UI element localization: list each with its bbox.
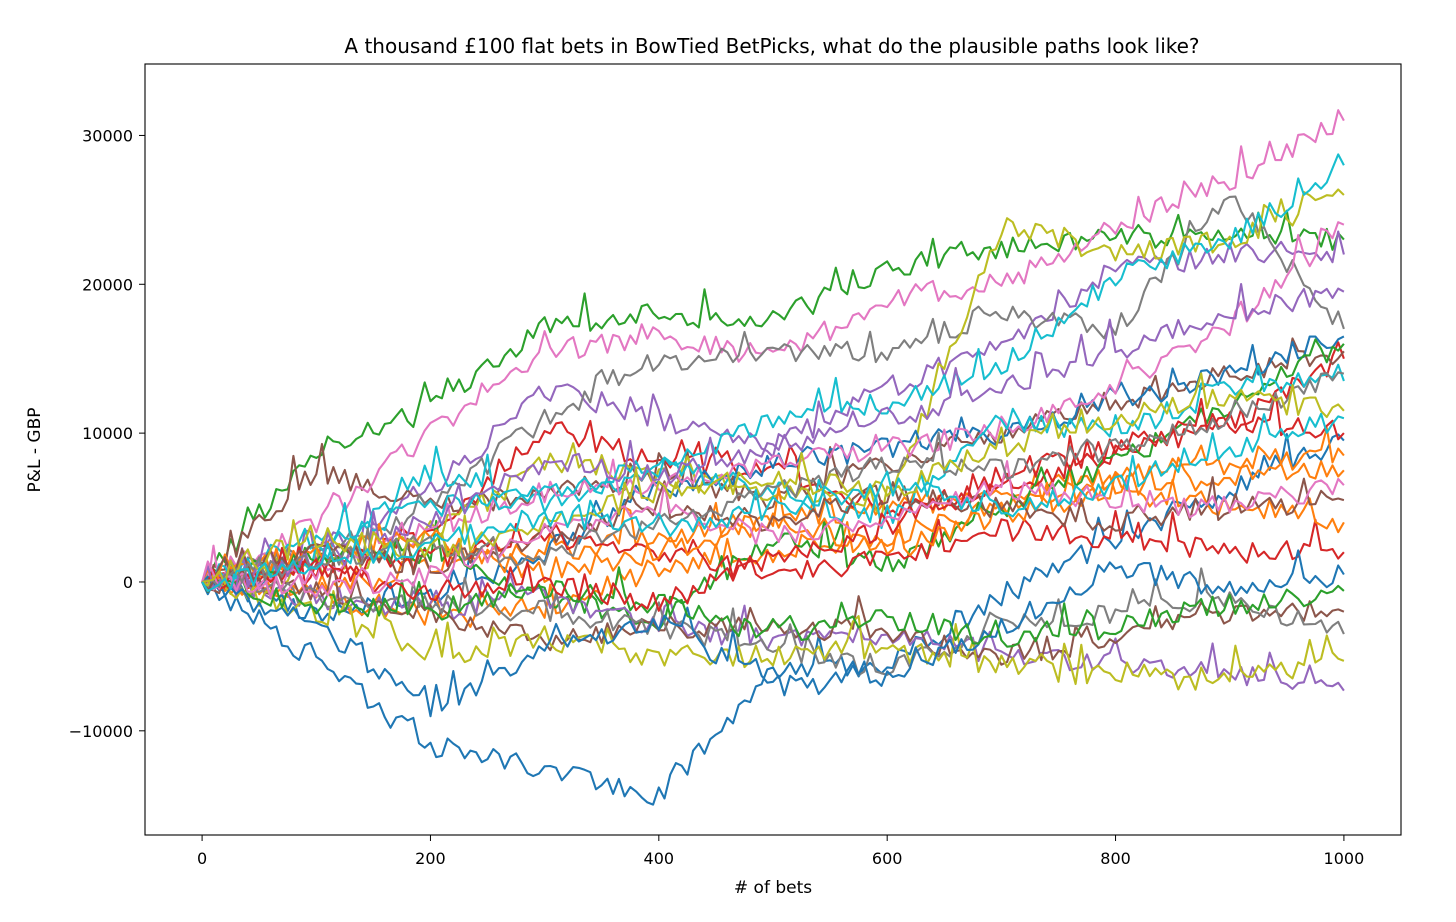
series-line-20 <box>201 363 1345 583</box>
series-line-12 <box>201 456 1345 628</box>
series-line-26 <box>201 476 1345 593</box>
y-tick-label: −10000 <box>69 722 133 741</box>
y-tick-label: 10000 <box>82 424 133 443</box>
y-tick-label: 20000 <box>82 275 133 294</box>
series-line-7 <box>201 109 1345 587</box>
series-line-13 <box>201 338 1345 632</box>
series-line-15 <box>201 569 1345 692</box>
series-line-25 <box>201 282 1345 590</box>
y-tick-label: 30000 <box>82 126 133 145</box>
chart-title: A thousand £100 flat bets in BowTied Bet… <box>344 34 1199 58</box>
series-line-18 <box>201 560 1345 677</box>
series-line-30 <box>201 412 1345 592</box>
series-line-1 <box>201 432 1345 806</box>
y-axis-ticks: −10000 0 10000 20000 30000 <box>69 126 145 741</box>
plot-area-frame <box>144 63 1402 836</box>
series-line-24 <box>202 390 1345 612</box>
series-line-8 <box>201 195 1345 589</box>
series-line-11 <box>201 335 1345 623</box>
x-tick-label: 600 <box>872 849 903 868</box>
x-tick-label: 200 <box>415 849 446 868</box>
y-axis-label: P&L - GBP <box>25 407 45 492</box>
series-line-3 <box>201 209 1345 584</box>
series-line-21 <box>201 549 1345 718</box>
y-tick-label: 0 <box>123 573 133 592</box>
x-axis-ticks: 0 200 400 600 800 1000 <box>197 835 1364 868</box>
series-line-23 <box>201 566 1345 648</box>
series-line-19 <box>201 573 1345 691</box>
x-axis-label: # of bets <box>734 878 812 898</box>
series-line-10 <box>201 153 1345 584</box>
series-lines <box>201 109 1345 806</box>
series-line-27 <box>201 460 1345 599</box>
x-tick-label: 0 <box>197 849 207 868</box>
series-line-28 <box>201 371 1345 589</box>
x-tick-label: 400 <box>644 849 675 868</box>
series-line-6 <box>201 337 1345 587</box>
x-tick-label: 1000 <box>1324 849 1365 868</box>
x-tick-label: 800 <box>1100 849 1131 868</box>
